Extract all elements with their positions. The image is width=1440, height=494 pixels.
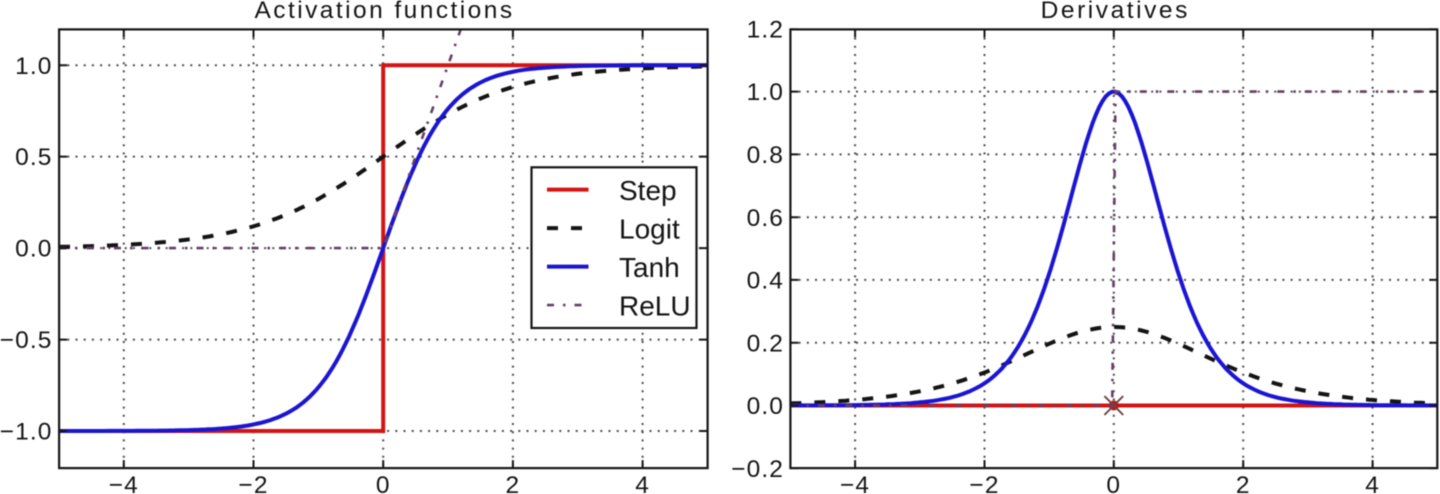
svg-text:Step: Step: [619, 175, 677, 206]
svg-text:−2: −2: [969, 472, 999, 494]
svg-text:ReLU: ReLU: [619, 290, 691, 321]
svg-text:Tanh: Tanh: [619, 252, 680, 283]
svg-text:1.2: 1.2: [747, 16, 784, 43]
svg-text:0.0: 0.0: [747, 393, 784, 420]
svg-text:−0.2: −0.2: [731, 456, 784, 483]
svg-text:−0.5: −0.5: [0, 327, 53, 354]
svg-text:−4: −4: [840, 472, 870, 494]
svg-text:4: 4: [635, 472, 650, 494]
svg-text:0.2: 0.2: [747, 330, 784, 357]
svg-text:0.6: 0.6: [747, 205, 784, 232]
svg-text:4: 4: [1365, 472, 1380, 494]
svg-text:0: 0: [1106, 472, 1121, 494]
svg-text:2: 2: [1236, 472, 1251, 494]
svg-text:−4: −4: [109, 472, 139, 494]
svg-text:0.4: 0.4: [747, 268, 784, 295]
svg-text:1.0: 1.0: [747, 79, 784, 106]
svg-text:Activation functions: Activation functions: [254, 0, 514, 24]
svg-text:Logit: Logit: [619, 213, 680, 244]
svg-text:1.0: 1.0: [15, 53, 52, 80]
svg-text:0.5: 0.5: [15, 144, 52, 171]
svg-text:2: 2: [506, 472, 521, 494]
svg-text:0.8: 0.8: [747, 142, 784, 169]
svg-text:Derivatives: Derivatives: [1041, 0, 1190, 24]
svg-text:0.0: 0.0: [15, 236, 52, 263]
svg-text:0: 0: [376, 472, 391, 494]
svg-text:−2: −2: [238, 472, 268, 494]
svg-text:−1.0: −1.0: [0, 419, 53, 446]
